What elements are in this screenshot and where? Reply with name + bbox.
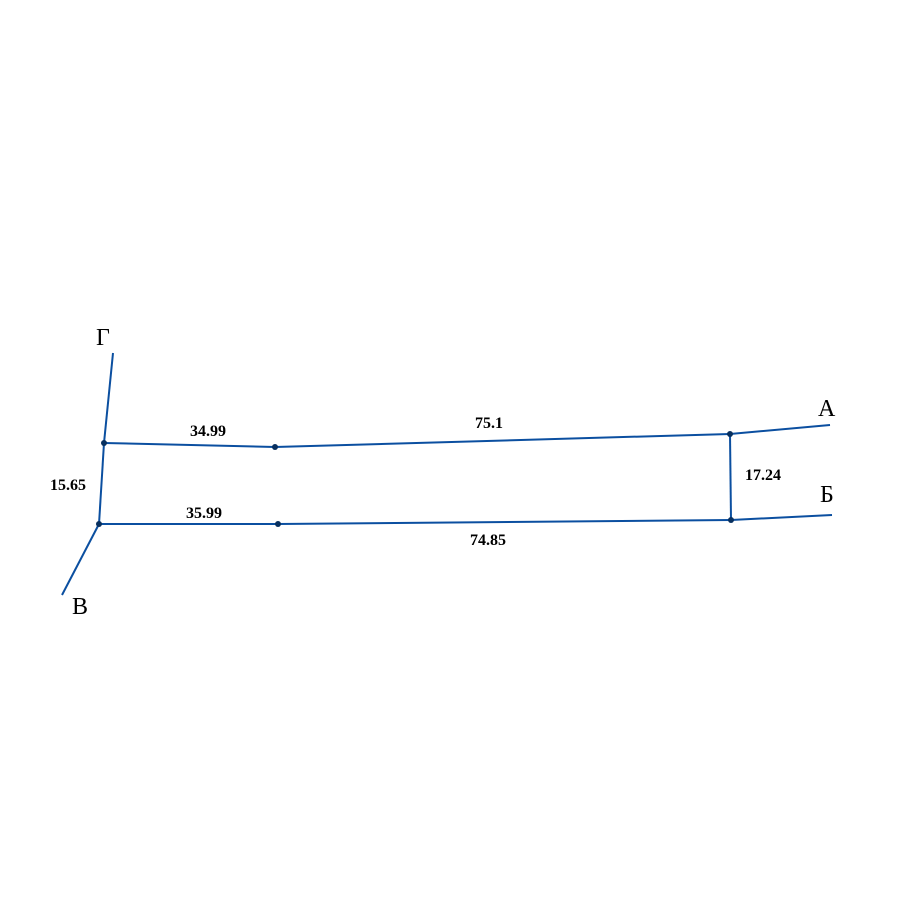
edge-BR-BM [278,520,731,524]
edge-TL-TM [104,443,275,447]
vertex-label: В [72,594,88,620]
edge-BR-B_end [731,515,832,520]
dimension-label: 34.99 [190,423,226,440]
vertex-label: Б [820,482,834,508]
dimension-label: 35.99 [186,505,222,522]
dimension-label: 75.1 [475,415,503,432]
edge-TR-BR [730,434,731,520]
vertex-label: А [818,396,836,422]
edge-TR-A_end [730,425,830,434]
edge-BL-TL [99,443,104,524]
vertex-label: Г [96,325,110,351]
node-TL [101,440,107,446]
node-TR [727,431,733,437]
node-TM [272,444,278,450]
dimension-label: 74.85 [470,532,506,549]
node-BM [275,521,281,527]
edge-BL-V_end [62,524,99,595]
dimension-label: 15.65 [50,477,86,494]
land-plot-diagram: 34.99 75.1 17.24 74.85 35.99 15.65 Г А Б В [0,0,900,900]
dimension-label: 17.24 [745,467,781,484]
node-BR [728,517,734,523]
edge-TM-TR [275,434,730,447]
edge-TL-G_end [104,353,113,443]
node-BL [96,521,102,527]
